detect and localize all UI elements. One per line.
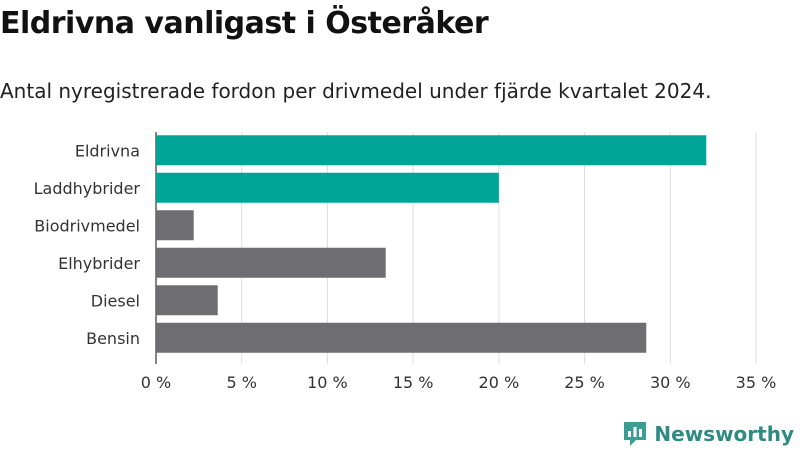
x-tick-label: 30 % (650, 373, 691, 392)
bars (156, 135, 707, 353)
brand-name: Newsworthy (654, 422, 794, 446)
x-tick-label: 25 % (564, 373, 605, 392)
category-label: Elhybrider (58, 254, 140, 273)
category-label: Eldrivna (75, 141, 140, 160)
bar (156, 285, 218, 316)
bar (156, 172, 499, 203)
x-tick-label: 15 % (393, 373, 434, 392)
category-label: Diesel (91, 291, 140, 310)
x-tick-label: 5 % (226, 373, 256, 392)
bar (156, 210, 194, 241)
brand-logo: Newsworthy (622, 420, 794, 448)
bar (156, 322, 647, 353)
x-axis-ticks: 0 % 5 % 10 % 15 % 20 % 25 % 30 % 35 % (141, 373, 777, 392)
bar (156, 135, 707, 166)
chart-subtitle: Antal nyregistrerade fordon per drivmede… (0, 79, 712, 103)
category-label: Biodrivmedel (34, 216, 140, 235)
bar (156, 247, 386, 278)
category-label: Bensin (86, 329, 140, 348)
x-tick-label: 20 % (479, 373, 520, 392)
x-tick-label: 35 % (736, 373, 777, 392)
chart-title: Eldrivna vanligast i Österåker (0, 6, 489, 41)
x-tick-label: 10 % (307, 373, 348, 392)
x-tick-label: 0 % (141, 373, 171, 392)
category-labels: Eldrivna Laddhybrider Biodrivmedel Elhybrid… (34, 141, 141, 348)
newsworthy-logo-icon (624, 422, 647, 446)
category-label: Laddhybrider (34, 179, 141, 198)
